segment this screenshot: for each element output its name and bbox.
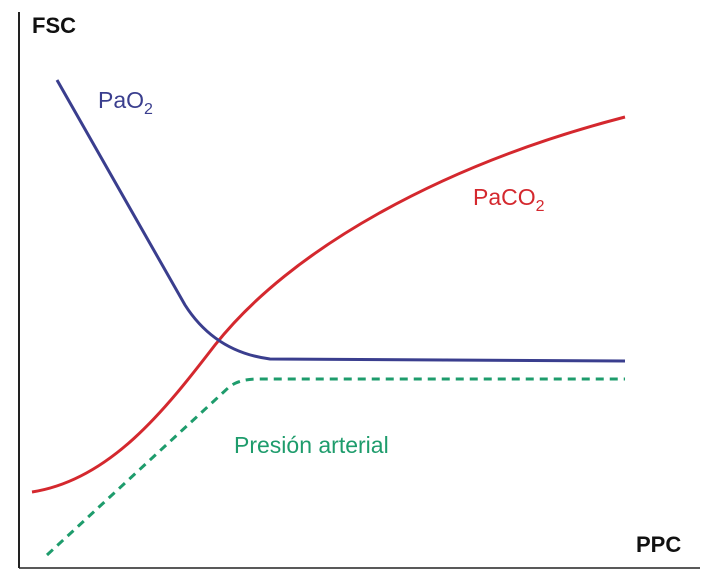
y-axis-label: FSC	[32, 13, 76, 38]
x-axis-label: PPC	[636, 532, 681, 557]
paco2-label: PaCO2	[473, 184, 545, 215]
pao2-label: PaO2	[98, 87, 153, 118]
paco2-curve	[31, 115, 626, 494]
pressure-label: Presión arterial	[234, 432, 389, 458]
pao2-curve	[55, 79, 626, 363]
pao2-subscript: 2	[144, 101, 153, 118]
pao2-text: PaO	[98, 87, 144, 113]
paco2-subscript: 2	[536, 198, 545, 215]
paco2-text: PaCO	[473, 184, 536, 210]
